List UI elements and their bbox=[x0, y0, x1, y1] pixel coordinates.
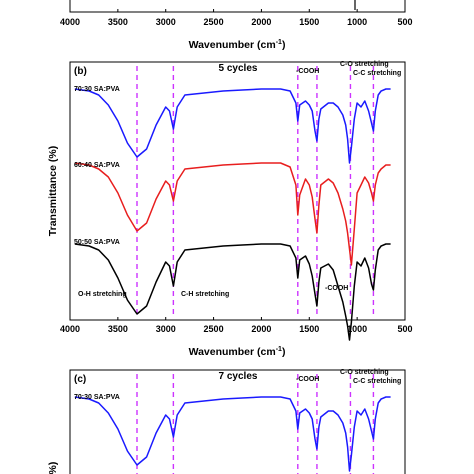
panel-b-line-50-50 bbox=[74, 243, 391, 341]
series-label-70-30: 70:30 SA:PVA bbox=[74, 86, 120, 93]
panel-c-series-label-70-30: 70:30 SA:PVA bbox=[74, 394, 120, 401]
annotation-ch-stretching: C-H stretching bbox=[181, 291, 229, 298]
panel-b-tick-label-2000: 2000 bbox=[251, 324, 271, 334]
panel-c-annotation-co-stretching: C-O stretching bbox=[340, 369, 389, 376]
panel-a-tick-label-3000: 3000 bbox=[156, 17, 176, 27]
panel-b-label: (b) bbox=[74, 66, 87, 77]
panel-a-x-axis-label: Wavenumber (cm-1) bbox=[189, 39, 286, 51]
panel-a-tick-label-1000: 1000 bbox=[347, 17, 367, 27]
panel-b-line-70-30 bbox=[74, 88, 391, 164]
panel-c-frame bbox=[69, 369, 406, 474]
panel-b-y-axis-label: Transmittance (%) bbox=[47, 146, 59, 236]
panel-c-y-axis-label: (%) bbox=[47, 462, 59, 474]
panel-c: (c) 7 cycles 70:30 SA:PVA -COOH C-O stre… bbox=[47, 369, 406, 474]
annotation-cc-stretching: C-C stretching bbox=[353, 70, 401, 77]
panel-b-tick-label-1000: 1000 bbox=[347, 324, 367, 334]
panel-b: (b) 5 cycles 70:30 SA:PVA 60:40 SA:PVA 5… bbox=[47, 61, 413, 358]
panel-c-label: (c) bbox=[74, 374, 86, 385]
panel-c-annotation-cc-stretching: C-C stretching bbox=[353, 378, 401, 385]
annotation-oh-stretching: O-H stretching bbox=[78, 291, 127, 298]
panel-a: 4000 3500 3000 2500 2000 1500 1000 500 Wavenumb… bbox=[60, 0, 413, 51]
panel-b-x-ticks: 4000 3500 3000 2500 2000 1500 1000 500 bbox=[60, 317, 413, 334]
panel-a-frame bbox=[69, 0, 406, 13]
annotation-cooh-top: -COOH bbox=[296, 68, 319, 75]
annotation-co-stretching: C-O stretching bbox=[340, 61, 389, 68]
annotation-cooh-bottom: -COOH bbox=[325, 285, 348, 292]
panel-b-tick-label-3500: 3500 bbox=[108, 324, 128, 334]
panel-a-tick-label-2500: 2500 bbox=[204, 17, 224, 27]
panel-c-title: 7 cycles bbox=[219, 371, 258, 382]
panel-b-line-60-40 bbox=[74, 162, 391, 266]
panel-b-series bbox=[74, 88, 391, 341]
series-label-50-50: 50:50 SA:PVA bbox=[74, 239, 120, 246]
panel-c-series bbox=[74, 396, 391, 472]
panel-b-title: 5 cycles bbox=[219, 63, 258, 74]
panel-a-tick-label-2000: 2000 bbox=[251, 17, 271, 27]
panel-b-frame bbox=[69, 61, 406, 321]
panel-b-tick-label-4000: 4000 bbox=[60, 324, 80, 334]
panel-b-tick-label-1500: 1500 bbox=[299, 324, 319, 334]
panel-a-x-ticks: 4000 3500 3000 2500 2000 1500 1000 500 bbox=[60, 9, 413, 27]
panel-a-tick-label-4000: 4000 bbox=[60, 17, 80, 27]
panel-c-annotation-cooh: -COOH bbox=[296, 376, 319, 383]
panel-b-tick-label-3000: 3000 bbox=[156, 324, 176, 334]
panel-b-tick-label-2500: 2500 bbox=[204, 324, 224, 334]
panel-a-tick-label-500: 500 bbox=[397, 17, 412, 27]
series-label-60-40: 60:40 SA:PVA bbox=[74, 162, 120, 169]
panel-b-tick-label-500: 500 bbox=[397, 324, 412, 334]
panel-a-tick-label-1500: 1500 bbox=[299, 17, 319, 27]
panel-c-line-70-30 bbox=[74, 396, 391, 472]
panel-b-x-axis-label: Wavenumber (cm-1) bbox=[189, 346, 286, 358]
panel-c-reference-lines bbox=[136, 374, 375, 474]
panel-a-tick-label-3500: 3500 bbox=[108, 17, 128, 27]
